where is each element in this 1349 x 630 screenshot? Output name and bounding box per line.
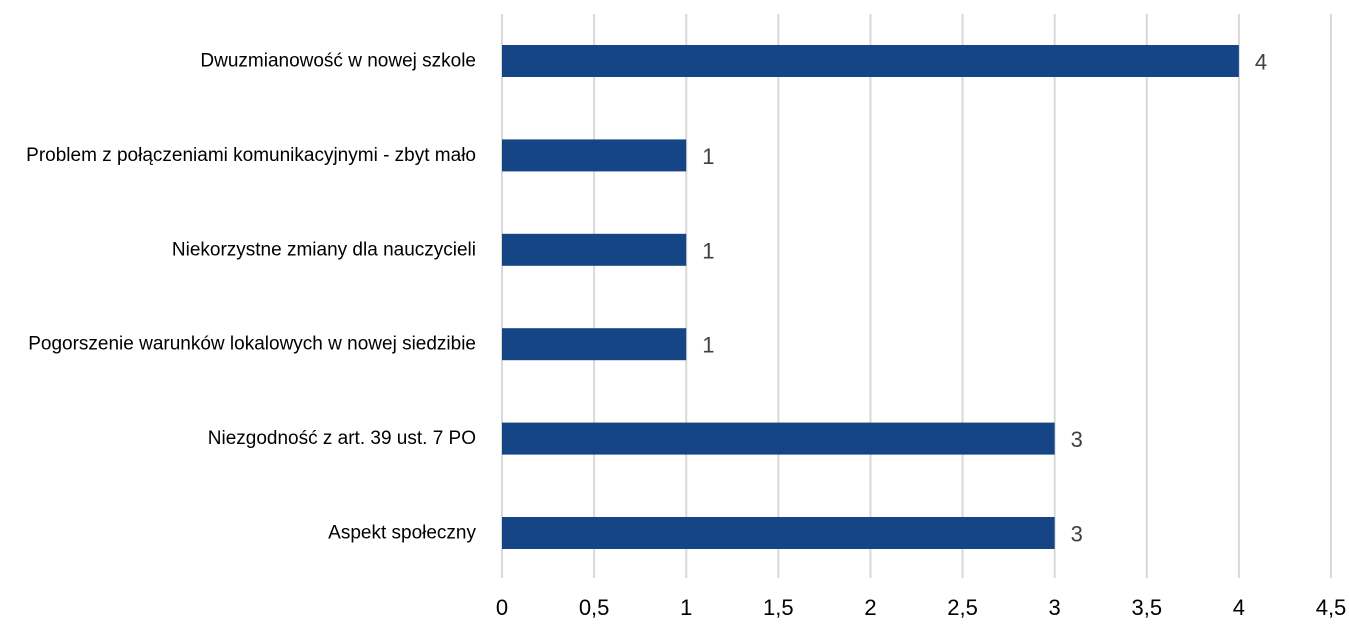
data-label: 4 [1255,50,1267,75]
x-tick-label: 4 [1233,595,1245,620]
category-label: Niekorzystne zmiany dla nauczycieli [172,239,476,260]
category-axis: Dwuzmianowość w nowej szkole Problem z po… [26,51,476,544]
x-tick-label: 1 [680,595,692,620]
bar [502,45,1239,77]
bar-series [502,45,1239,549]
category-label: Niezgodność z art. 39 ust. 7 PO [208,428,476,449]
bar [502,328,687,361]
data-label: 1 [702,144,714,169]
x-tick-label: 2 [864,595,876,620]
x-tick-label: 2,5 [947,595,978,620]
data-label: 1 [702,333,714,358]
bar [502,422,1055,455]
bar [502,233,687,266]
data-labels: 4 1 1 1 3 3 [702,50,1267,547]
data-label: 3 [1071,522,1083,547]
x-tick-label: 4,5 [1316,595,1347,620]
x-tick-label: 3,5 [1131,595,1162,620]
x-tick-label: 0,5 [579,595,610,620]
data-label: 3 [1071,427,1083,452]
category-label: Dwuzmianowość w nowej szkole [200,51,476,72]
x-tick-label: 3 [1049,595,1061,620]
value-axis: 0 0,5 1 1,5 2 2,5 3 3,5 4 4,5 [496,595,1346,620]
x-tick-label: 1,5 [763,595,794,620]
data-label: 1 [702,238,714,263]
category-label: Problem z połączeniami komunikacyjnymi -… [26,145,476,166]
grid-lines [501,14,1332,578]
category-label: Aspekt społeczny [328,523,476,544]
bar [502,517,1055,549]
category-label: Pogorszenie warunków lokalowych w nowej … [28,334,476,355]
x-tick-label: 0 [496,595,508,620]
bar [502,139,687,172]
